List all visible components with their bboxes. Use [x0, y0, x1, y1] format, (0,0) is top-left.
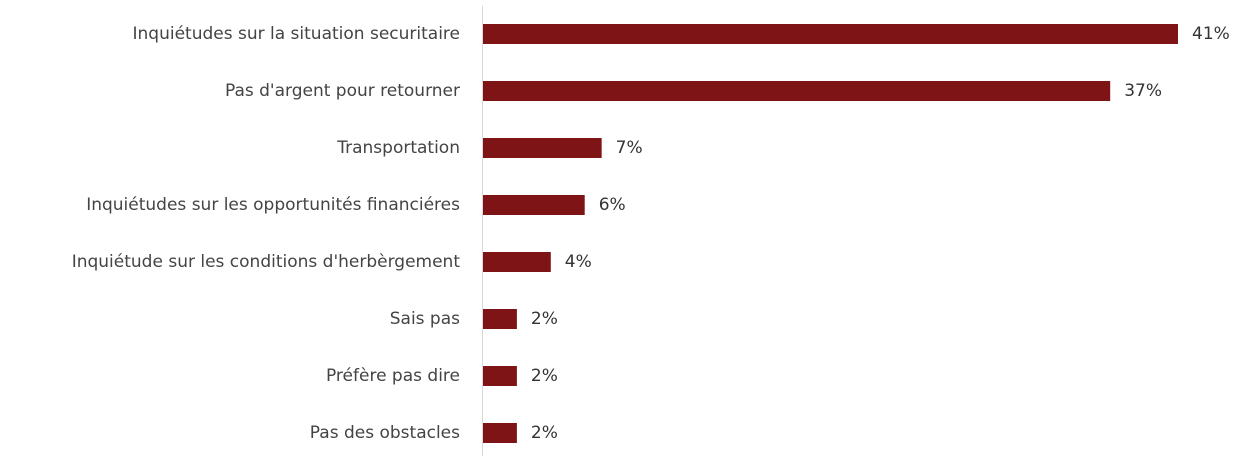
- category-label: Inquiétudes sur la situation securitaire: [133, 24, 461, 44]
- bar: [483, 252, 551, 272]
- category-label: Inquiétudes sur les opportunités financi…: [86, 195, 460, 215]
- category-label: Pas des obstacles: [310, 423, 460, 443]
- bar: [483, 81, 1111, 101]
- bar: [483, 423, 517, 443]
- bar: [483, 195, 585, 215]
- value-label: 41%: [1192, 24, 1230, 44]
- category-label: Pas d'argent pour retourner: [225, 81, 460, 101]
- category-label: Inquiétude sur les conditions d'herbèrge…: [72, 252, 461, 272]
- value-label: 2%: [531, 366, 558, 386]
- bars-group: [483, 24, 1178, 443]
- bar: [483, 309, 517, 329]
- labels-group: Inquiétudes sur la situation securitaire…: [72, 24, 1230, 443]
- value-label: 7%: [616, 138, 643, 158]
- category-label: Transportation: [336, 138, 460, 158]
- bar: [483, 24, 1178, 44]
- category-label: Sais pas: [390, 309, 460, 329]
- value-label: 2%: [531, 423, 558, 443]
- bar: [483, 138, 602, 158]
- bar: [483, 366, 517, 386]
- category-label: Préfère pas dire: [326, 366, 460, 386]
- value-label: 6%: [599, 195, 626, 215]
- value-label: 37%: [1124, 81, 1162, 101]
- value-label: 4%: [565, 252, 592, 272]
- value-label: 2%: [531, 309, 558, 329]
